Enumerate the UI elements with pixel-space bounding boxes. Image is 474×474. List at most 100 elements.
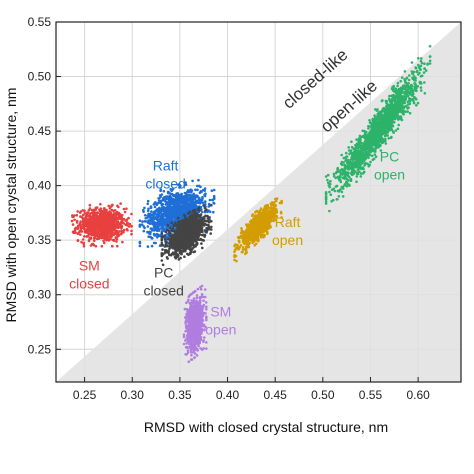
data-point: [190, 194, 194, 197]
data-point: [172, 225, 175, 228]
data-point: [324, 200, 328, 203]
data-point: [167, 220, 170, 224]
data-point: [257, 238, 260, 242]
data-point: [158, 211, 162, 215]
data-point: [85, 219, 89, 222]
data-point: [165, 240, 168, 244]
closed-like-region: [56, 22, 461, 382]
data-point: [90, 221, 93, 225]
data-point: [78, 211, 82, 214]
data-point: [246, 242, 250, 245]
data-point: [87, 209, 91, 212]
data-point: [112, 221, 115, 225]
data-point: [344, 151, 348, 155]
data-point: [128, 222, 132, 226]
data-point: [172, 194, 176, 198]
data-point: [256, 236, 260, 240]
data-point: [244, 245, 248, 249]
data-point: [138, 244, 142, 248]
data-point: [146, 199, 150, 203]
data-point: [106, 238, 110, 241]
cluster-sm-closed: [70, 202, 133, 248]
data-point: [146, 202, 150, 206]
data-points: [70, 45, 432, 364]
data-point: [182, 220, 185, 223]
data-point: [161, 203, 165, 206]
data-point: [181, 203, 185, 207]
data-point: [191, 204, 195, 208]
data-point: [82, 227, 86, 230]
data-point: [261, 223, 265, 227]
data-point: [183, 205, 186, 209]
data-point: [73, 229, 77, 232]
data-point: [212, 197, 216, 201]
data-point: [185, 196, 189, 200]
data-point: [146, 245, 150, 248]
data-point: [255, 222, 258, 226]
data-point: [117, 225, 120, 229]
data-point: [155, 228, 159, 231]
data-point: [102, 235, 106, 238]
data-point: [240, 235, 244, 239]
data-point: [188, 239, 192, 243]
data-point: [208, 198, 212, 202]
data-point: [196, 188, 199, 192]
data-point: [203, 187, 207, 190]
data-point: [138, 224, 142, 228]
data-point: [159, 195, 162, 198]
data-point: [88, 220, 91, 223]
data-point: [194, 214, 197, 217]
data-point: [190, 237, 193, 241]
data-point: [117, 205, 120, 209]
data-point: [205, 229, 208, 233]
data-point: [154, 241, 157, 245]
data-point: [95, 211, 98, 215]
data-point: [90, 230, 93, 233]
data-point: [104, 210, 108, 213]
data-point: [253, 216, 257, 219]
data-point: [201, 220, 205, 224]
data-point: [184, 183, 188, 186]
data-point: [207, 225, 210, 229]
data-point: [97, 235, 101, 238]
data-point: [265, 207, 269, 210]
data-point: [192, 195, 196, 198]
data-point: [415, 104, 418, 107]
data-point: [164, 230, 168, 234]
data-point: [192, 222, 195, 226]
data-point: [171, 233, 175, 237]
data-point: [82, 213, 85, 217]
data-point: [330, 200, 333, 203]
data-point: [158, 199, 162, 203]
data-point: [154, 234, 157, 237]
data-point: [180, 226, 183, 229]
data-point: [167, 200, 171, 204]
data-point: [168, 206, 172, 209]
data-point: [198, 199, 202, 203]
data-point: [204, 200, 207, 203]
data-point: [240, 227, 243, 230]
data-point: [125, 224, 129, 227]
data-point: [130, 232, 133, 236]
data-point: [122, 222, 125, 225]
data-point: [186, 199, 189, 202]
data-point: [142, 229, 146, 233]
data-point: [147, 207, 150, 211]
data-point: [198, 215, 201, 219]
data-point: [73, 227, 77, 231]
data-point: [146, 214, 150, 218]
data-point: [179, 222, 182, 226]
data-point: [143, 206, 146, 210]
data-point: [403, 70, 407, 73]
data-point: [138, 240, 142, 244]
data-point: [113, 217, 117, 221]
data-point: [241, 250, 244, 254]
data-point: [89, 218, 93, 222]
data-point: [125, 207, 128, 210]
data-point: [262, 208, 266, 212]
data-point: [173, 240, 177, 244]
data-point: [150, 227, 154, 231]
data-point: [245, 238, 249, 242]
data-point: [195, 235, 199, 238]
data-point: [155, 218, 159, 221]
